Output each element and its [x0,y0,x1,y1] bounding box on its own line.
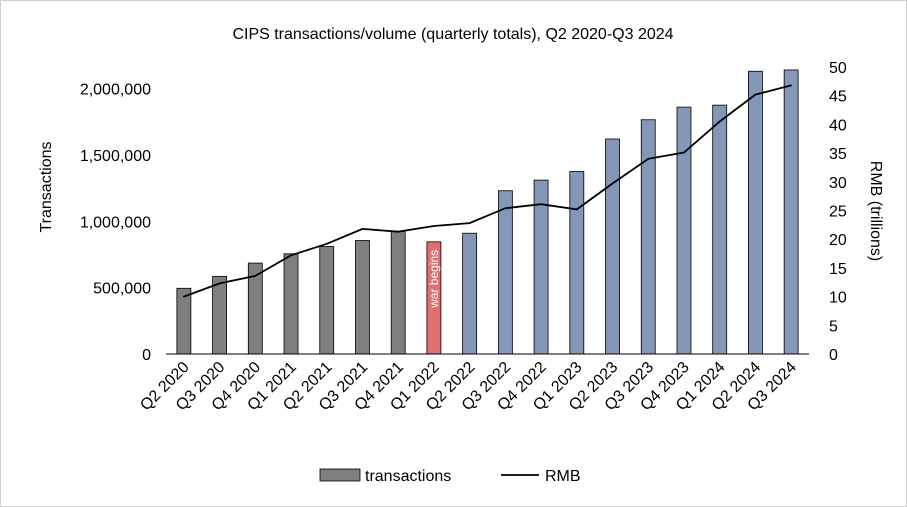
bar [783,69,799,355]
y-tick-label: 0 [142,347,151,364]
y-axis-ticks: 0 500,000 1,000,000 1,500,000 2,000,000 [80,82,151,364]
bar [176,287,192,355]
bar [283,253,299,355]
y2-tick-label: 40 [829,117,847,134]
bar [355,240,370,355]
rmb-point [468,222,471,224]
bar-series: war begins [166,69,809,355]
line-series [183,84,792,298]
rmb-point [218,282,221,285]
rmb-point [361,228,364,230]
y2-tick-label: 10 [829,290,847,307]
y2-axis-label: RMB (trillions) [867,161,884,261]
chart-title: CIPS transactions/volume (quarterly tota… [232,26,673,43]
rmb-point [540,203,542,205]
rmb-point [397,230,399,233]
rmb-line [183,84,792,298]
bar [533,179,549,355]
rmb-point [504,207,507,210]
legend-label-transactions: transactions [365,468,451,485]
legend-label-rmb: RMB [545,468,581,485]
y-tick-label: 1,500,000 [80,148,151,165]
legend: transactions RMB [319,468,581,485]
y2-tick-label: 35 [829,146,847,163]
y-tick-label: 2,000,000 [80,82,151,99]
rmb-point [790,84,792,87]
y2-tick-label: 25 [829,204,847,221]
bar [497,190,513,355]
rmb-point [754,93,757,96]
y2-tick-label: 45 [829,89,847,106]
bar [712,104,728,355]
rmb-point [183,295,185,298]
rmb-point [718,120,721,123]
rmb-point [611,182,614,185]
bar [676,106,692,355]
y-tick-label: 500,000 [93,281,151,298]
rmb-point [290,254,292,257]
bar [605,138,620,355]
war-annotation: war begins [427,250,441,309]
bar [748,70,763,355]
rmb-point [325,242,328,245]
rmb-point [683,151,685,154]
y2-tick-label: 15 [829,261,847,278]
y2-axis-ticks: 0 5 10 15 20 25 30 35 40 45 50 [829,60,847,364]
y2-tick-label: 30 [829,175,847,192]
rmb-point [647,158,650,160]
legend-swatch-transactions [319,468,361,482]
rmb-point [576,208,578,211]
y2-tick-label: 0 [829,347,838,364]
bar [640,119,656,355]
y2-tick-label: 20 [829,232,847,249]
bar [569,171,585,355]
y-tick-label: 1,000,000 [80,214,151,231]
bar [212,275,227,355]
y2-tick-label: 50 [829,60,847,77]
rmb-point [433,225,435,227]
y-axis-label: Transactions [38,142,55,233]
bar [390,230,406,355]
bar [462,232,478,355]
bar [319,246,335,355]
rmb-point [254,275,257,277]
y2-tick-label: 5 [829,318,838,335]
